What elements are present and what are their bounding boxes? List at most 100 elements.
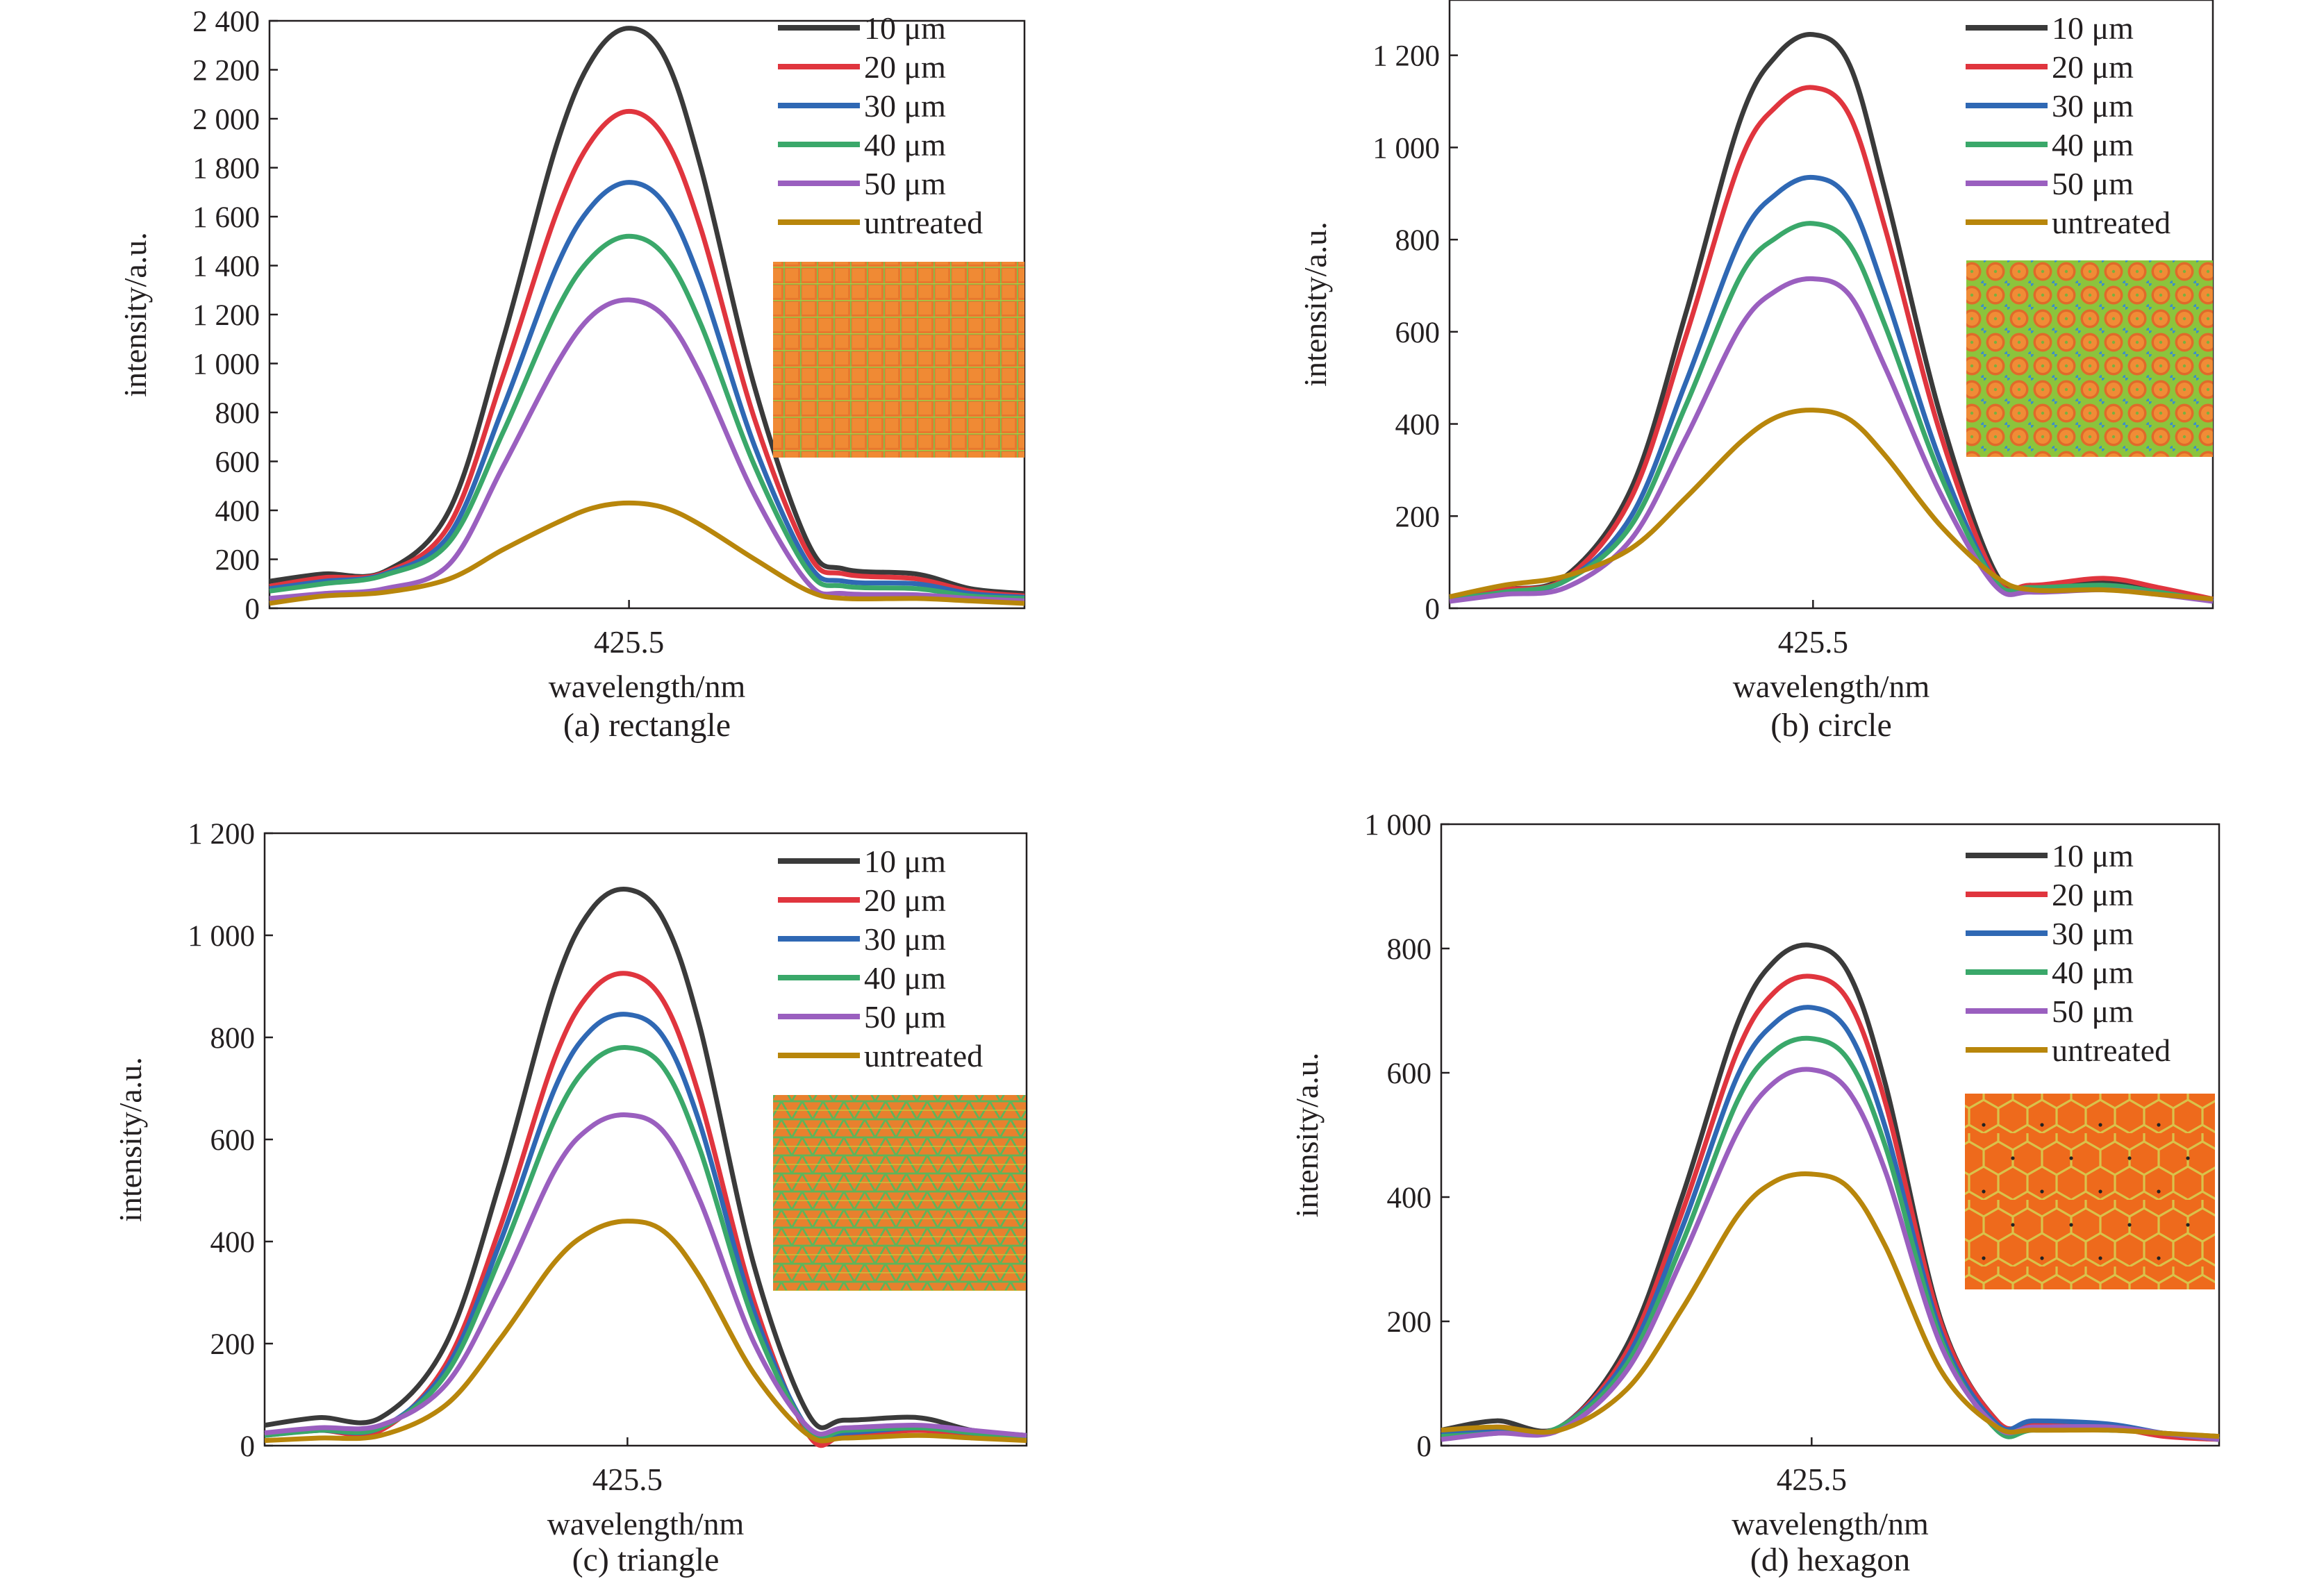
inset-micrograph: [773, 262, 1024, 458]
y-tick-label: 800: [215, 397, 260, 430]
y-tick-label: 1 000: [192, 349, 260, 381]
y-tick-label: 1 400: [192, 251, 260, 283]
y-tick-label: 600: [1387, 1058, 1432, 1090]
y-tick-label: 200: [210, 1328, 256, 1361]
series-line: [1441, 1005, 2220, 1442]
chart-panel-2: 0 200 400 600 800 1 000 1 200 425.5 wavelength/n…: [1297, 0, 2214, 744]
y-tick-label: 800: [1395, 224, 1441, 257]
series-line: [269, 26, 1025, 596]
y-tick-label: 0: [240, 1430, 256, 1463]
y-tick-label: 600: [1395, 317, 1441, 349]
series-line: [269, 500, 1025, 606]
y-axis-title: intensity/a.u.: [1289, 1053, 1325, 1218]
series-line: [1441, 973, 2220, 1442]
y-tick-label: 0: [1425, 593, 1441, 626]
inset-micrograph: [1966, 260, 2213, 457]
legend-label: 40 μm: [2052, 127, 2134, 162]
y-tick-label: 400: [215, 495, 260, 528]
y-tick-label: 400: [210, 1226, 256, 1259]
x-tick-label: 425.5: [594, 625, 664, 660]
y-tick-label: 200: [1387, 1306, 1432, 1339]
y-tick-label: 600: [210, 1124, 256, 1157]
y-tick-label: 2 000: [192, 103, 260, 136]
series-line: [269, 297, 1025, 603]
series-line: [264, 1045, 1027, 1441]
y-axis-title: intensity/a.u.: [113, 1057, 148, 1222]
legend-label: 20 μm: [864, 883, 946, 918]
y-tick-label: 200: [1395, 501, 1441, 533]
chart-panel-4: 0 200 400 600 800 1 000 425.5 wavelength/nm inte…: [1289, 809, 2221, 1578]
legend-label: 40 μm: [864, 127, 946, 162]
legend-label: 40 μm: [2052, 955, 2134, 990]
legend-label: 50 μm: [2052, 166, 2134, 201]
series-line: [1449, 221, 2214, 604]
y-axis-title: intensity/a.u.: [1297, 222, 1333, 387]
legend-label: 10 μm: [2052, 838, 2134, 874]
legend-label: 30 μm: [864, 921, 946, 957]
y-tick-label: 200: [215, 544, 260, 577]
inset-micrograph: [773, 1095, 1026, 1291]
panel-caption: (d) hexagon: [1750, 1541, 1911, 1578]
plot-frame: [1440, 823, 2221, 1447]
y-tick-label: 0: [1417, 1430, 1432, 1463]
panel-caption: (b) circle: [1770, 707, 1892, 744]
x-axis-title: wavelength/nm: [549, 669, 746, 704]
y-tick-label: 1 200: [192, 299, 260, 332]
legend-label: untreated: [864, 205, 983, 240]
legend-label: 50 μm: [864, 999, 946, 1035]
y-tick-label: 2 200: [192, 55, 260, 87]
legend-label: 20 μm: [2052, 49, 2134, 85]
y-tick-label: 1 000: [1364, 809, 1431, 842]
y-tick-label: 1 800: [192, 153, 260, 185]
chart-panel-1: 0 200 400 600 800 1 000 1 200 1 400 1 600 1 800 2 …: [117, 6, 1026, 744]
series-line: [1441, 1171, 2220, 1439]
y-tick-label: 400: [1395, 409, 1441, 442]
x-tick-label: 425.5: [1778, 625, 1848, 660]
legend-label: untreated: [2052, 1033, 2171, 1068]
y-tick-label: 800: [1387, 933, 1432, 966]
legend-label: 50 μm: [2052, 994, 2134, 1029]
series-line: [269, 180, 1025, 600]
series-line: [269, 108, 1025, 599]
x-tick-label: 425.5: [1777, 1462, 1847, 1497]
y-tick-label: 800: [210, 1022, 256, 1055]
y-tick-label: 1 600: [192, 201, 260, 234]
legend-label: untreated: [864, 1038, 983, 1073]
series-line: [264, 1219, 1027, 1444]
y-tick-label: 1 000: [188, 920, 255, 953]
series-line: [269, 233, 1025, 601]
y-axis-title: intensity/a.u.: [117, 232, 153, 397]
x-axis-title: wavelength/nm: [547, 1506, 745, 1541]
inset-micrograph: [1965, 1094, 2215, 1289]
y-tick-label: 1 200: [1372, 40, 1440, 73]
legend-label: 30 μm: [2052, 88, 2134, 124]
legend-label: 10 μm: [864, 844, 946, 879]
legend-label: 20 μm: [2052, 877, 2134, 912]
legend-label: 30 μm: [864, 88, 946, 124]
legend-label: untreated: [2052, 205, 2171, 240]
chart-panel-3: 0 200 400 600 800 1 000 1 200 425.5 wavelength/n…: [113, 818, 1028, 1578]
x-axis-title: wavelength/nm: [1732, 1506, 1929, 1541]
panel-caption: (a) rectangle: [563, 707, 731, 744]
series-line: [264, 1012, 1027, 1443]
legend-label: 10 μm: [2052, 10, 2134, 46]
panel-caption: (c) triangle: [572, 1541, 720, 1578]
legend-label: 10 μm: [864, 10, 946, 46]
x-axis-title: wavelength/nm: [1733, 669, 1930, 704]
legend-label: 20 μm: [864, 49, 946, 85]
y-tick-label: 2 400: [192, 6, 260, 38]
y-tick-label: 600: [215, 446, 260, 479]
series-line: [264, 886, 1027, 1438]
series-line: [1449, 408, 2214, 602]
x-tick-label: 425.5: [592, 1462, 663, 1497]
y-tick-label: 400: [1387, 1182, 1432, 1214]
legend-label: 50 μm: [864, 166, 946, 201]
y-tick-label: 1 000: [1372, 132, 1440, 165]
series-line: [264, 1112, 1027, 1438]
y-tick-label: 1 200: [188, 818, 255, 851]
legend-label: 30 μm: [2052, 916, 2134, 951]
series-line: [1441, 1067, 2220, 1442]
legend-label: 40 μm: [864, 960, 946, 996]
y-tick-label: 0: [245, 593, 260, 626]
